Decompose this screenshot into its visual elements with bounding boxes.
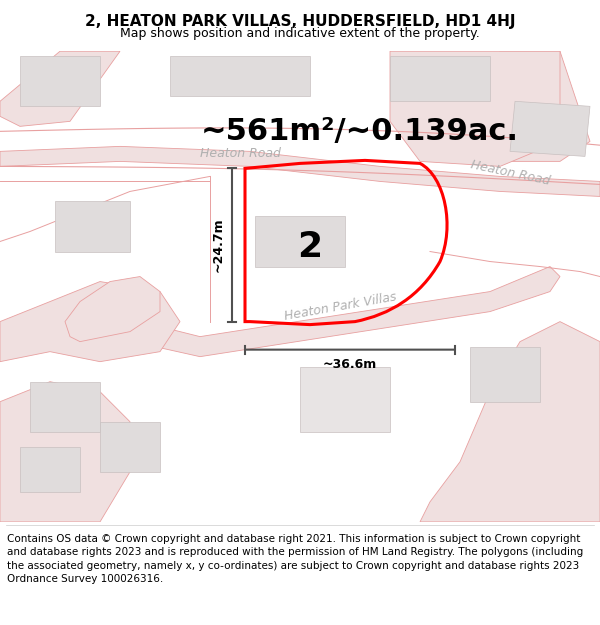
- Text: Map shows position and indicative extent of the property.: Map shows position and indicative extent…: [120, 27, 480, 40]
- Polygon shape: [470, 347, 540, 402]
- Polygon shape: [255, 216, 345, 266]
- Text: Heaton Park Villas: Heaton Park Villas: [283, 290, 397, 323]
- Polygon shape: [20, 56, 100, 106]
- Text: Heaton Road: Heaton Road: [200, 147, 280, 160]
- Text: ~24.7m: ~24.7m: [212, 217, 224, 272]
- Polygon shape: [480, 51, 590, 161]
- Polygon shape: [420, 322, 600, 522]
- Text: 2: 2: [298, 229, 323, 264]
- Text: ~561m²/~0.139ac.: ~561m²/~0.139ac.: [201, 117, 519, 146]
- Text: ~36.6m: ~36.6m: [323, 358, 377, 371]
- Polygon shape: [65, 276, 160, 342]
- Polygon shape: [510, 101, 590, 156]
- Polygon shape: [55, 201, 130, 251]
- Text: Heaton Road: Heaton Road: [469, 159, 551, 188]
- Polygon shape: [390, 51, 560, 166]
- Polygon shape: [170, 56, 310, 96]
- Polygon shape: [0, 382, 130, 522]
- Polygon shape: [155, 266, 560, 357]
- Text: 2, HEATON PARK VILLAS, HUDDERSFIELD, HD1 4HJ: 2, HEATON PARK VILLAS, HUDDERSFIELD, HD1…: [85, 14, 515, 29]
- Polygon shape: [20, 447, 80, 492]
- Text: Contains OS data © Crown copyright and database right 2021. This information is : Contains OS data © Crown copyright and d…: [7, 534, 583, 584]
- Polygon shape: [30, 382, 100, 432]
- Polygon shape: [0, 51, 120, 126]
- Polygon shape: [390, 56, 490, 101]
- Polygon shape: [100, 422, 160, 472]
- Polygon shape: [0, 146, 600, 196]
- Polygon shape: [300, 367, 390, 432]
- Polygon shape: [0, 281, 180, 362]
